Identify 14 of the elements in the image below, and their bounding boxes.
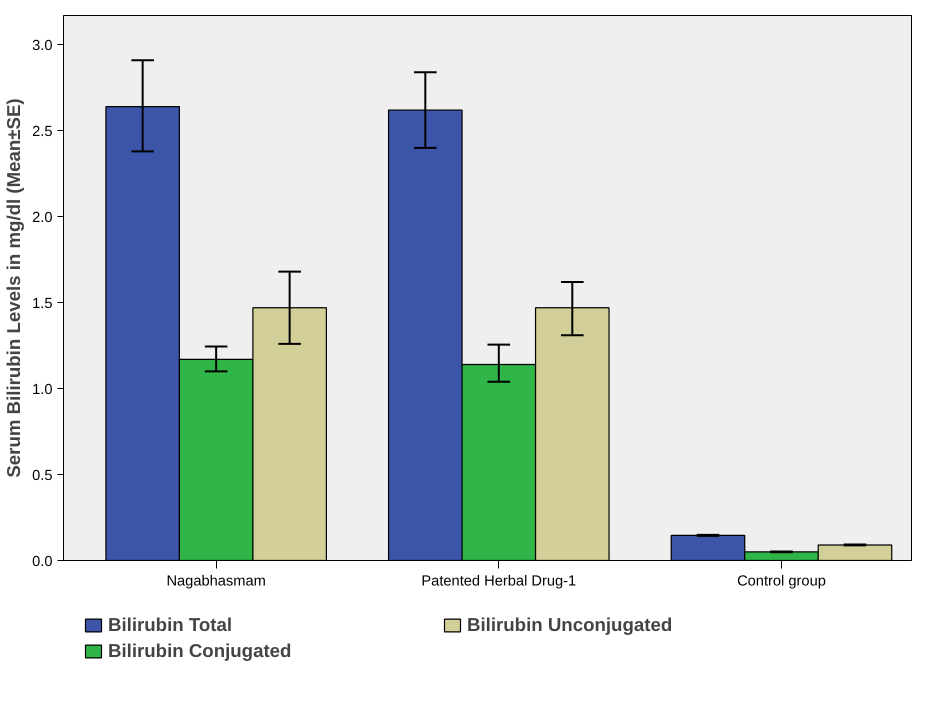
y-tick-label: 1.0 [32, 382, 52, 398]
y-tick-label: 0.0 [32, 554, 52, 570]
x-tick-label: Control group [737, 574, 826, 590]
legend-label: Bilirubin Conjugated [108, 640, 292, 662]
legend-label: Bilirubin Total [108, 614, 234, 636]
y-tick-label: 1.5 [32, 296, 52, 312]
y-tick-label: 3.0 [32, 38, 52, 54]
x-tick-label: Patented Herbal Drug-1 [421, 574, 576, 590]
y-tick-label: 0.5 [32, 468, 52, 484]
y-tick-label: 2.5 [32, 124, 52, 140]
x-tick-label: Nagabhasmam [166, 574, 266, 590]
y-axis-title: Serum Bilirubin Levels in mg/dl (Mean±SE) [3, 98, 24, 478]
legend-label: Bilirubin Unconjugated [467, 614, 674, 636]
y-tick-label: 2.0 [32, 210, 52, 226]
